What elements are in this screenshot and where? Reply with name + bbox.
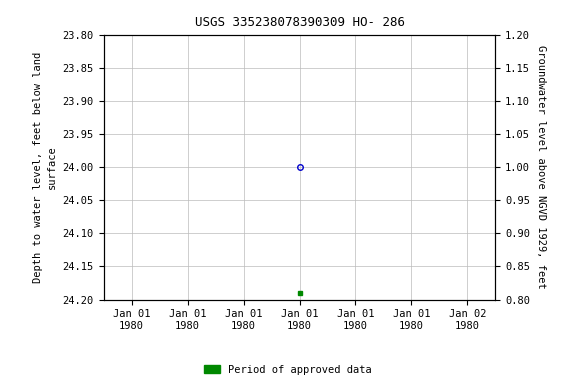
Y-axis label: Groundwater level above NGVD 1929, feet: Groundwater level above NGVD 1929, feet — [536, 45, 545, 289]
Y-axis label: Depth to water level, feet below land
surface: Depth to water level, feet below land su… — [33, 51, 57, 283]
Title: USGS 335238078390309 HO- 286: USGS 335238078390309 HO- 286 — [195, 16, 404, 29]
Legend: Period of approved data: Period of approved data — [200, 361, 376, 379]
